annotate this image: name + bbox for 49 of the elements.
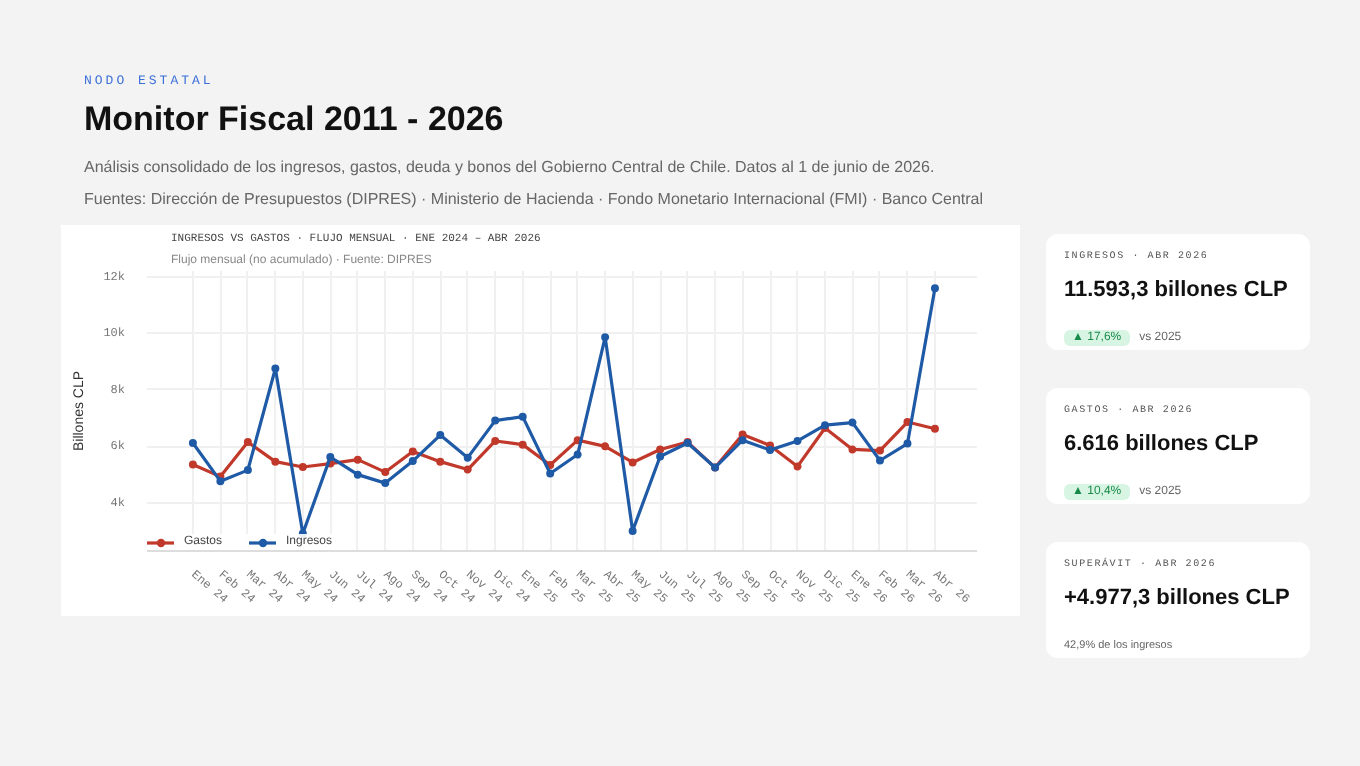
text: +4.977,3 billones CLP: [1064, 584, 1292, 615]
point: [381, 479, 390, 488]
point: [491, 436, 500, 445]
point: [601, 442, 610, 451]
point: [793, 462, 802, 471]
point: [353, 455, 362, 464]
point: [408, 457, 417, 466]
point: [243, 466, 252, 475]
point: [766, 446, 775, 455]
point: [188, 438, 197, 447]
point: [903, 418, 912, 427]
text: Análisis consolidado de los ingresos, gastos, deuda y bonos del Gobierno Central de Chile. Datos al 1 de junio de 2026.: [84, 156, 937, 180]
point: [271, 457, 280, 466]
point: [408, 447, 417, 456]
point: [518, 440, 527, 449]
point: [518, 412, 527, 421]
point: [628, 458, 637, 467]
point: [298, 463, 307, 471]
point: [436, 457, 445, 466]
point: [601, 333, 610, 342]
text: 6.616 billones CLP: [1064, 430, 1261, 461]
point: [628, 526, 637, 535]
point: [216, 477, 225, 486]
point: [573, 450, 582, 459]
point: [243, 438, 252, 447]
point: [848, 445, 857, 454]
point: [875, 446, 884, 455]
point: [793, 436, 802, 445]
point: [848, 418, 857, 427]
point: [463, 453, 472, 462]
point: [656, 445, 665, 454]
text: 11.593,3 billones CLP: [1064, 276, 1290, 307]
point: [381, 468, 390, 477]
text: Monitor Fiscal 2011 - 2026: [84, 98, 506, 142]
point: [326, 453, 335, 462]
point: [546, 469, 555, 478]
point: [491, 416, 500, 425]
point: [463, 465, 472, 474]
point: [930, 284, 939, 293]
point: [903, 439, 912, 448]
point: [875, 456, 884, 465]
point: [656, 452, 665, 461]
point: [271, 364, 280, 373]
point: [353, 470, 362, 479]
point: [930, 424, 939, 433]
source-note: Fuentes: Dirección de Presupuestos (DIPRES) · Ministerio de Hacienda · Fondo Monetario Internacional (FMI) · Banco Central: [84, 187, 984, 211]
point: [188, 460, 197, 469]
point: [738, 436, 747, 445]
point: [436, 431, 445, 440]
